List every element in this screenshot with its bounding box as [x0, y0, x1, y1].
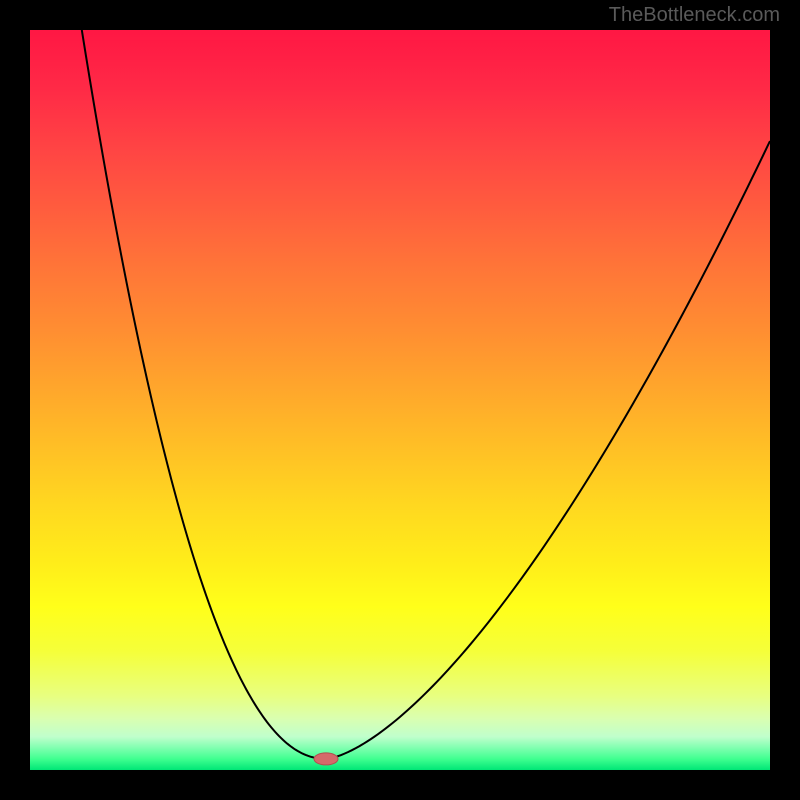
minimum-marker: [314, 753, 338, 765]
chart-container: [30, 30, 770, 770]
chart-svg: [30, 30, 770, 770]
watermark-text: TheBottleneck.com: [609, 4, 780, 27]
chart-background: [30, 30, 770, 770]
